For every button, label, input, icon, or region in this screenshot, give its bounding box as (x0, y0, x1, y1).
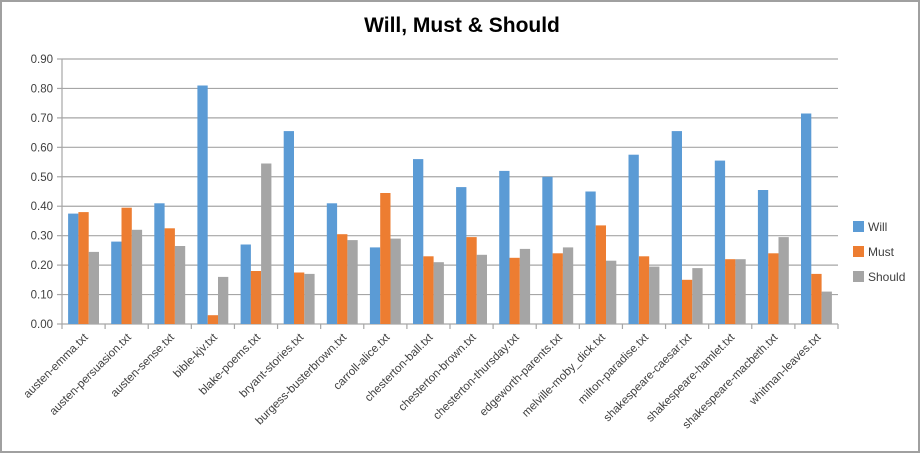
bar-must (337, 234, 348, 324)
bar-should (131, 229, 143, 324)
bar-should (778, 237, 789, 324)
bar-should (174, 246, 186, 324)
bar-must (595, 225, 606, 324)
bar-should (88, 251, 99, 324)
chart-title: Will, Must & Should (364, 14, 560, 37)
bar-should (735, 259, 746, 324)
bar-should (821, 291, 832, 324)
y-tick-label: 0.90 (31, 54, 53, 66)
bar-will (801, 113, 812, 324)
bar-must (380, 193, 391, 324)
legend-label: Must (868, 244, 895, 259)
bar-must (768, 253, 779, 324)
y-tick-label: 0.30 (31, 231, 53, 243)
legend-label: Should (868, 269, 906, 284)
bar-will (499, 170, 510, 324)
bar-will (240, 244, 251, 324)
legend-item-must: Must (853, 239, 905, 264)
bar-will (326, 203, 338, 324)
bar-must (207, 315, 218, 324)
legend-item-should: Should (853, 264, 905, 289)
x-category-label: edgeworth-parents.txt (478, 331, 566, 419)
bar-should (390, 238, 401, 324)
legend-swatch-icon (853, 271, 864, 282)
bar-should (649, 266, 660, 324)
legend: Will Must Should (853, 214, 905, 289)
bar-must (466, 237, 477, 324)
bar-must (164, 228, 175, 324)
x-category-label: chesterton-brown.txt (397, 331, 480, 414)
bar-will (369, 247, 381, 324)
legend-swatch-icon (853, 246, 864, 257)
bar-should (261, 163, 272, 324)
bar-must (725, 259, 736, 324)
bar-will (413, 159, 424, 324)
bar-must (638, 256, 650, 324)
bar-should (347, 240, 358, 324)
legend-swatch-icon (853, 221, 864, 232)
bar-should (519, 248, 531, 324)
bar-should (433, 262, 444, 324)
bar-will (585, 191, 596, 324)
bar-must (121, 207, 132, 324)
x-category-label: whitman-leaves.txt (747, 331, 824, 408)
legend-label: Will (868, 219, 888, 234)
bar-should (218, 276, 229, 324)
bar-will (456, 187, 467, 324)
y-tick-label: 0.80 (31, 83, 53, 95)
x-category-label: melville-moby_dick.txt (520, 331, 609, 420)
bar-will (714, 160, 726, 324)
bar-must (294, 272, 305, 324)
bar-should (562, 247, 574, 324)
bar-must (78, 212, 89, 324)
x-category-label: shakespeare-hamlet.txt (644, 331, 738, 425)
legend-item-will: Will (853, 214, 905, 239)
x-category-label: austen-persuasion.txt (48, 331, 135, 418)
bar-must (509, 257, 520, 325)
x-category-label: shakespeare-caesar.txt (602, 331, 695, 424)
bar-will (154, 203, 165, 324)
bar-will (111, 241, 122, 324)
bar-will (197, 85, 208, 324)
bar-will (68, 213, 79, 324)
bar-will (628, 154, 639, 324)
bar-must (811, 273, 822, 324)
bar-will (542, 176, 553, 324)
bar-will (283, 131, 294, 324)
y-tick-label: 0.50 (31, 172, 53, 184)
y-tick-label: 0.10 (31, 290, 53, 302)
bar-should (606, 260, 617, 324)
bar-should (304, 273, 315, 324)
y-tick-label: 0.70 (31, 113, 53, 125)
bar-must (250, 271, 262, 324)
bar-should (692, 268, 703, 324)
bar-should (476, 254, 487, 324)
bar-will (671, 131, 682, 324)
bar-will (757, 190, 769, 324)
bar-must (552, 253, 563, 324)
y-tick-label: 0.40 (31, 201, 53, 213)
y-tick-label: 0.20 (31, 260, 53, 272)
y-tick-label: 0.00 (31, 319, 53, 331)
x-category-label: chesterton-thursday.txt (431, 331, 522, 422)
bar-must (682, 279, 693, 324)
bar-must (423, 256, 434, 324)
y-tick-label: 0.60 (31, 142, 53, 154)
